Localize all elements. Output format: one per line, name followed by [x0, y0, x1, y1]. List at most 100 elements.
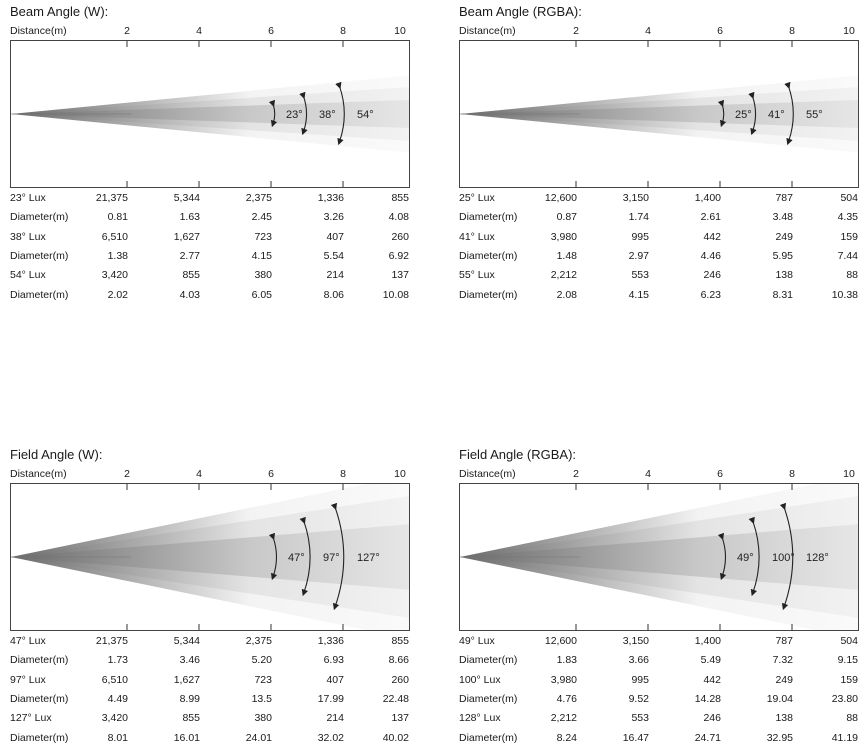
row-value: 10.08 [382, 289, 409, 301]
distance-tick-label: 10 [843, 468, 855, 480]
data-row: 97° Lux 6,510 1,627 723 407 260 [10, 674, 410, 690]
row-value: 8.01 [107, 732, 128, 744]
row-label: 25° Lux [459, 192, 495, 204]
data-row: Diameter(m) 1.38 2.77 4.15 5.54 6.92 [10, 250, 410, 266]
data-row: Diameter(m) 1.48 2.97 4.46 5.95 7.44 [459, 250, 859, 266]
row-value: 380 [254, 712, 272, 724]
row-value: 3,420 [101, 269, 128, 281]
row-value: 260 [391, 674, 409, 686]
angle-label: 41° [768, 109, 785, 121]
chart-panel: Field Angle (RGBA): Distance(m) 2 4 6 8 10 49° 1… [459, 447, 859, 747]
row-label: Diameter(m) [10, 211, 69, 223]
row-value: 723 [254, 674, 272, 686]
angle-arc [299, 516, 311, 597]
angle-arc [784, 81, 794, 146]
row-value: 24.01 [245, 732, 272, 744]
distance-tick-label: 2 [573, 468, 579, 480]
row-value: 214 [326, 269, 344, 281]
row-value: 6.93 [323, 654, 344, 666]
distance-label: Distance(m) [459, 25, 516, 37]
row-value: 24.71 [694, 732, 721, 744]
row-value: 2.77 [179, 250, 200, 262]
row-value: 3.48 [772, 211, 793, 223]
row-value: 0.87 [556, 211, 577, 223]
data-row: Diameter(m) 1.83 3.66 5.49 7.32 9.15 [459, 654, 859, 670]
row-label: Diameter(m) [10, 654, 69, 666]
row-value: 8.06 [323, 289, 344, 301]
row-value: 1.48 [556, 250, 577, 262]
row-value: 1.63 [179, 211, 200, 223]
row-value: 8.24 [556, 732, 577, 744]
row-value: 4.08 [388, 211, 409, 223]
row-label: 49° Lux [459, 635, 495, 647]
row-value: 8.66 [388, 654, 409, 666]
angle-arc [748, 516, 760, 597]
panel-title: Beam Angle (W): [10, 4, 109, 19]
row-value: 723 [254, 231, 272, 243]
row-value: 553 [631, 712, 649, 724]
row-value: 1,627 [173, 231, 200, 243]
row-value: 19.04 [766, 693, 793, 705]
row-value: 4.15 [251, 250, 272, 262]
row-value: 9.52 [628, 693, 649, 705]
row-label: 100° Lux [459, 674, 501, 686]
row-label: 55° Lux [459, 269, 495, 281]
row-value: 4.49 [107, 693, 128, 705]
beam-diagram: 25° 41° 55° [459, 40, 859, 188]
row-label: 128° Lux [459, 712, 501, 724]
distance-tick-label: 10 [394, 25, 406, 37]
data-row: Diameter(m) 2.08 4.15 6.23 8.31 10.38 [459, 289, 859, 305]
row-value: 32.95 [766, 732, 793, 744]
row-value: 16.47 [622, 732, 649, 744]
distance-tick-label: 6 [717, 25, 723, 37]
distance-tick-label: 2 [124, 25, 130, 37]
row-label: Diameter(m) [10, 732, 69, 744]
row-value: 249 [775, 231, 793, 243]
angle-label: 127° [357, 552, 380, 564]
data-row: 38° Lux 6,510 1,627 723 407 260 [10, 231, 410, 247]
row-value: 138 [775, 269, 793, 281]
row-label: 41° Lux [459, 231, 495, 243]
beam-diagram-svg: 25° 41° 55° [460, 41, 858, 187]
row-value: 138 [775, 712, 793, 724]
angle-arc [717, 99, 727, 128]
row-value: 12,600 [544, 192, 577, 204]
row-value: 214 [326, 712, 344, 724]
data-row: Diameter(m) 1.73 3.46 5.20 6.93 8.66 [10, 654, 410, 670]
angle-arc [268, 99, 278, 128]
row-value: 14.28 [694, 693, 721, 705]
row-value: 16.01 [173, 732, 200, 744]
inner-cone [460, 524, 858, 590]
row-value: 6,510 [101, 231, 128, 243]
row-value: 41.19 [831, 732, 858, 744]
distance-tick-label: 2 [124, 468, 130, 480]
angle-arc [779, 502, 794, 611]
data-row: Diameter(m) 0.81 1.63 2.45 3.26 4.08 [10, 211, 410, 227]
row-value: 2.97 [628, 250, 649, 262]
angle-label: 25° [735, 109, 752, 121]
data-row: Diameter(m) 2.02 4.03 6.05 8.06 10.08 [10, 289, 410, 305]
angle-arc [299, 91, 308, 136]
row-value: 0.81 [107, 211, 128, 223]
row-value: 1,336 [317, 192, 344, 204]
row-value: 3,980 [550, 674, 577, 686]
row-value: 995 [631, 231, 649, 243]
row-value: 1,336 [317, 635, 344, 647]
row-value: 23.80 [831, 693, 858, 705]
angle-label: 47° [288, 552, 305, 564]
distance-tick-label: 8 [789, 25, 795, 37]
data-row: Diameter(m) 0.87 1.74 2.61 3.48 4.35 [459, 211, 859, 227]
row-label: 47° Lux [10, 635, 46, 647]
row-value: 2,212 [550, 269, 577, 281]
row-value: 407 [326, 674, 344, 686]
row-value: 6.05 [251, 289, 272, 301]
row-value: 249 [775, 674, 793, 686]
data-row: 47° Lux 21,375 5,344 2,375 1,336 855 [10, 635, 410, 651]
row-value: 407 [326, 231, 344, 243]
row-value: 1,400 [694, 635, 721, 647]
row-value: 3.46 [179, 654, 200, 666]
row-value: 17.99 [317, 693, 344, 705]
row-value: 88 [846, 269, 858, 281]
beam-diagram-svg: 23° 38° 54° [11, 41, 409, 187]
row-value: 787 [775, 192, 793, 204]
